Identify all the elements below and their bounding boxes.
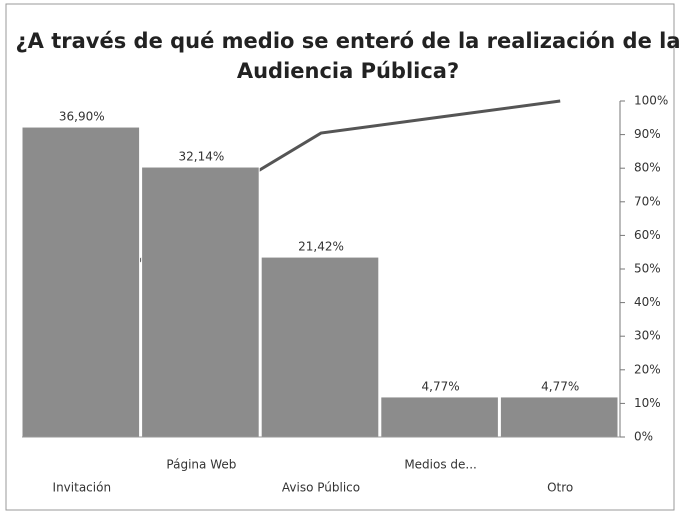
x-tick-label: Otro <box>547 481 573 495</box>
y2-tick-label: 70% <box>634 194 661 208</box>
value-label: 36,90% <box>59 110 105 124</box>
value-label: 4,77% <box>422 379 460 393</box>
value-label: 32,14% <box>179 150 225 164</box>
x-tick-label: Medios de... <box>404 458 477 472</box>
y2-tick-label: 40% <box>634 295 661 309</box>
y2-tick-label: 30% <box>634 329 661 343</box>
y2-tick-label: 0% <box>634 430 653 444</box>
x-tick-label: Aviso Público <box>282 481 360 495</box>
y2-tick-label: 20% <box>634 362 661 376</box>
bar <box>499 396 619 438</box>
y2-tick-label: 50% <box>634 262 661 276</box>
value-label: 21,42% <box>298 240 344 254</box>
chart-title: Audiencia Pública? <box>237 59 459 83</box>
value-label: 4,77% <box>541 379 579 393</box>
bar <box>21 126 141 438</box>
x-tick-label: Invitación <box>53 481 112 495</box>
x-tick-label: Página Web <box>166 458 236 472</box>
bar <box>380 396 499 438</box>
y2-tick-label: 80% <box>634 161 661 175</box>
y2-tick-label: 60% <box>634 228 661 242</box>
chart-title: ¿A través de qué medio se enteró de la r… <box>15 29 680 53</box>
bar <box>141 166 260 438</box>
y2-tick-label: 100% <box>634 94 668 108</box>
chart-border <box>5 3 675 511</box>
bar <box>260 256 380 438</box>
y2-tick-label: 10% <box>634 396 661 410</box>
y2-tick-label: 90% <box>634 127 661 141</box>
